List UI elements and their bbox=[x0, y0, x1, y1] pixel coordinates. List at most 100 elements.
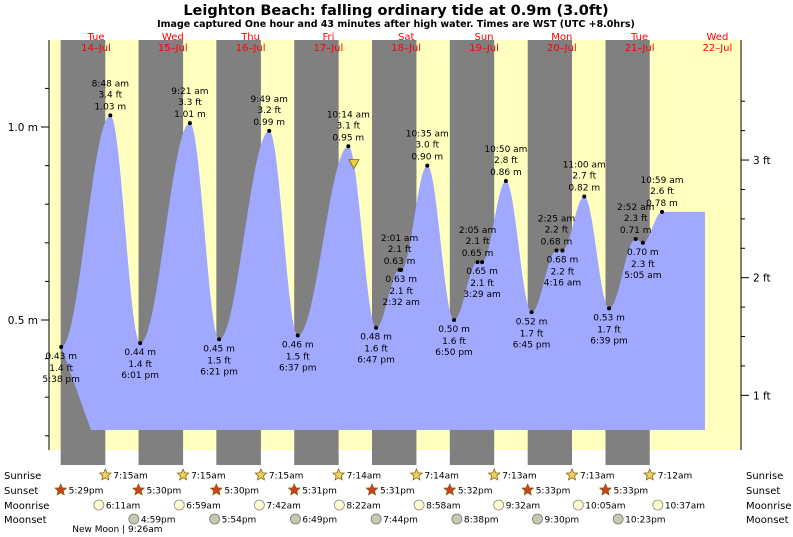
tide-time: 3:29 am bbox=[463, 290, 500, 300]
tide-point bbox=[633, 236, 638, 241]
moonset-icon bbox=[451, 513, 463, 525]
moonrise-time: 7:42am bbox=[266, 502, 301, 512]
astro-rows: Sunrise Sunrise Sunset Sunset Moonrise Moonri… bbox=[4, 468, 791, 535]
tide-point bbox=[399, 267, 404, 272]
sunrise-icon bbox=[176, 468, 190, 481]
moonset-time: 9:30pm bbox=[544, 516, 579, 526]
tide-high-19: 11:00 am2.7 ft 0.82 m bbox=[563, 160, 606, 199]
moonrise-icon bbox=[413, 499, 425, 511]
night-band-strip bbox=[371, 450, 417, 465]
sunset-icon bbox=[209, 483, 223, 496]
sunset-time: 5:31pm bbox=[380, 487, 415, 497]
tide-high-13: 2:05 am2.1 ft 0.65 m bbox=[459, 226, 496, 265]
night-band-strip bbox=[449, 450, 495, 465]
moonrise-time: 8:58am bbox=[426, 502, 461, 512]
sunset-time: 5:33pm bbox=[613, 487, 648, 497]
tide-feet: 2.1 ft bbox=[466, 237, 490, 247]
sunrise-icon bbox=[332, 468, 346, 481]
moonset-time: 8:38pm bbox=[464, 516, 499, 526]
tide-feet: 1.6 ft bbox=[364, 345, 388, 355]
sunrise-icon bbox=[487, 468, 501, 481]
moonset-time: 7:44pm bbox=[383, 516, 418, 526]
tide-time: 6:50 pm bbox=[435, 348, 473, 358]
moonrise-icon bbox=[652, 499, 664, 511]
tide-high-23: 10:59 am2.6 ft 0.78 m bbox=[640, 176, 684, 214]
tide-metres: 1.01 m bbox=[174, 110, 206, 120]
tide-metres: 0.44 m bbox=[124, 348, 156, 358]
moonset-icon bbox=[209, 513, 221, 525]
tide-feet: 1.5 ft bbox=[286, 352, 310, 362]
row-label-right-sunrise: Sunrise bbox=[746, 471, 783, 482]
day-name: Wed bbox=[706, 32, 728, 43]
tide-feet: 2.3 ft bbox=[631, 260, 655, 270]
tide-metres: 0.63 m bbox=[384, 257, 416, 267]
tide-time: 6:37 pm bbox=[279, 363, 317, 373]
tide-point bbox=[108, 113, 113, 118]
moonrise-icon bbox=[93, 499, 105, 511]
tide-feet: 2.6 ft bbox=[650, 187, 674, 197]
sunset-icon bbox=[54, 483, 68, 496]
day-name: Tue bbox=[86, 32, 104, 43]
sunrise-time: 7:12am bbox=[658, 472, 693, 482]
tide-time: 10:35 am bbox=[406, 130, 449, 140]
day-name: Sun bbox=[474, 32, 493, 43]
tide-point bbox=[475, 260, 480, 265]
tide-metres: 0.71 m bbox=[620, 226, 652, 236]
moonrise-icon bbox=[253, 499, 265, 511]
tide-high-3: 9:21 am3.3 ft 1.01 m bbox=[171, 87, 209, 126]
tide-low-14: 0.65 m 2.1 ft3:29 am bbox=[463, 260, 501, 300]
y-tick-label-ft: 1 ft bbox=[753, 390, 771, 402]
tide-high-15: 10:50 am2.8 ft 0.86 m bbox=[484, 145, 527, 184]
moonset-icon bbox=[290, 513, 301, 525]
day-name: Tue bbox=[630, 32, 648, 43]
tide-metres: 0.82 m bbox=[568, 183, 600, 193]
row-label-left-sunrise: Sunrise bbox=[4, 471, 41, 482]
moonrise-time: 10:05am bbox=[585, 502, 625, 512]
tide-time: 10:14 am bbox=[327, 110, 370, 120]
sunset-icon bbox=[443, 483, 457, 496]
tide-time: 8:48 am bbox=[92, 79, 129, 89]
tide-metres: 0.65 m bbox=[462, 249, 494, 259]
tide-time: 11:00 am bbox=[563, 160, 606, 170]
tide-high-11: 10:35 am3.0 ft 0.90 m bbox=[406, 130, 449, 168]
row-label-left-sunset: Sunset bbox=[4, 486, 38, 497]
sunrise-time: 7:15am bbox=[191, 472, 226, 482]
day-date: 16–Jul bbox=[236, 43, 266, 54]
tide-time: 6:47 pm bbox=[357, 356, 395, 366]
tide-feet: 2.2 ft bbox=[545, 226, 569, 236]
night-band-strip bbox=[60, 450, 106, 465]
day-name: Mon bbox=[551, 32, 572, 43]
tide-point bbox=[295, 333, 300, 338]
row-label-right-sunset: Sunset bbox=[746, 486, 780, 497]
tide-time: 2:05 am bbox=[459, 226, 496, 236]
night-band-strip bbox=[294, 450, 339, 465]
tide-point bbox=[425, 163, 430, 168]
tide-metres: 0.65 m bbox=[466, 267, 498, 277]
tide-time: 6:39 pm bbox=[590, 336, 628, 346]
tide-metres: 0.48 m bbox=[360, 333, 392, 343]
moonrise-time: 9:32am bbox=[506, 502, 541, 512]
tide-high-7: 10:14 am3.1 ft 0.95 m bbox=[327, 110, 370, 149]
sunrise-icon bbox=[98, 468, 112, 481]
tide-time: 9:21 am bbox=[171, 87, 208, 97]
sunrise-time: 7:13am bbox=[580, 472, 615, 482]
tide-feet: 2.3 ft bbox=[624, 214, 648, 224]
tide-point bbox=[607, 306, 612, 311]
tide-point bbox=[554, 248, 559, 253]
tide-high-21: 2:52 am2.3 ft 0.71 m bbox=[617, 203, 654, 241]
sunset-icon bbox=[287, 483, 301, 496]
night-band-strip bbox=[138, 450, 184, 465]
sunrise-time: 7:13am bbox=[502, 472, 537, 482]
tide-time: 6:21 pm bbox=[200, 367, 238, 377]
moonrise-time: 10:37am bbox=[665, 502, 705, 512]
tide-metres: 0.53 m bbox=[593, 313, 625, 323]
tide-metres: 0.50 m bbox=[438, 325, 470, 335]
day-date: 21–Jul bbox=[625, 43, 655, 54]
tide-metres: 0.99 m bbox=[253, 118, 285, 128]
